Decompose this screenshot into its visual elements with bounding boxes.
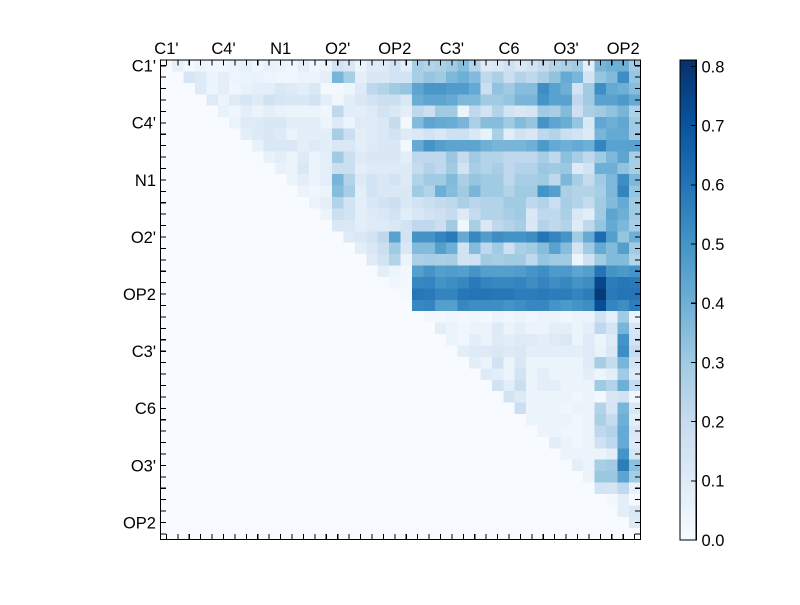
svg-text:0.2: 0.2 [702, 414, 725, 432]
svg-text:N1: N1 [135, 172, 156, 190]
svg-text:0.4: 0.4 [702, 295, 725, 313]
svg-text:0.0: 0.0 [702, 532, 725, 550]
svg-text:OP2: OP2 [123, 514, 156, 532]
svg-text:N1: N1 [270, 40, 291, 58]
svg-text:C1': C1' [154, 40, 178, 58]
svg-text:OP2: OP2 [123, 286, 156, 304]
svg-text:O3': O3' [554, 40, 579, 58]
svg-text:OP2: OP2 [378, 40, 411, 58]
svg-text:0.3: 0.3 [702, 354, 725, 372]
svg-text:C1': C1' [132, 58, 156, 76]
svg-text:C6: C6 [498, 40, 519, 58]
svg-text:C3': C3' [132, 343, 156, 361]
svg-text:0.6: 0.6 [702, 177, 725, 195]
svg-text:O3': O3' [131, 457, 156, 475]
svg-text:C4': C4' [211, 40, 235, 58]
svg-text:C3': C3' [440, 40, 464, 58]
svg-text:OP2: OP2 [607, 40, 640, 58]
svg-text:0.7: 0.7 [702, 117, 725, 135]
svg-text:0.5: 0.5 [702, 236, 725, 254]
svg-text:0.1: 0.1 [702, 473, 725, 491]
svg-text:C4': C4' [132, 115, 156, 133]
svg-text:C6: C6 [135, 400, 156, 418]
svg-text:0.8: 0.8 [702, 58, 725, 76]
svg-text:O2': O2' [131, 229, 156, 247]
svg-text:O2': O2' [325, 40, 350, 58]
